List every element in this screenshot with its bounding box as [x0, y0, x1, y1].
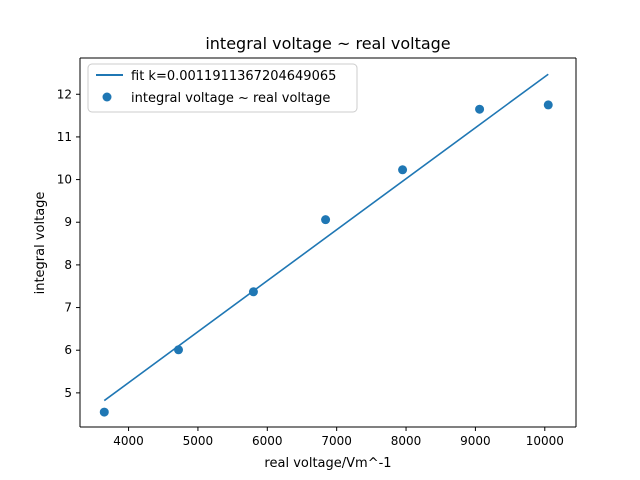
plot-background	[80, 58, 576, 427]
data-point	[248, 287, 258, 297]
series-layer	[99, 73, 553, 417]
y-axis-ticks: 5 6 7 8 9 10 11 12	[57, 87, 80, 400]
data-point	[543, 100, 553, 110]
x-axis-title: real voltage/Vm^-1	[264, 456, 391, 471]
data-point	[475, 104, 485, 114]
y-tick-label: 10	[57, 173, 72, 187]
x-tick-label: 6000	[252, 434, 283, 448]
plot-area	[80, 58, 576, 427]
y-tick-label: 5	[64, 386, 72, 400]
legend-scatter-label: integral voltage ~ real voltage	[131, 91, 330, 106]
y-tick-label: 8	[64, 258, 72, 272]
x-axis-ticks: 4000 5000 6000 7000 8000 9000 10000	[113, 427, 564, 448]
legend-scatter-swatch	[102, 92, 112, 102]
legend: fit k=0.0011911367204649065 integral vol…	[87, 63, 358, 113]
x-tick-label: 4000	[113, 434, 144, 448]
chart-title: integral voltage ~ real voltage	[205, 34, 450, 53]
data-point	[398, 165, 408, 175]
legend-box	[87, 63, 358, 113]
x-tick-label: 5000	[183, 434, 214, 448]
x-tick-label: 9000	[460, 434, 491, 448]
x-tick-label: 8000	[391, 434, 422, 448]
data-point	[174, 345, 184, 355]
y-tick-label: 12	[57, 87, 72, 101]
plot-frame	[79, 57, 577, 428]
legend-fit-label: fit k=0.0011911367204649065	[131, 69, 336, 84]
x-tick-label: 7000	[321, 434, 352, 448]
x-tick-label: 10000	[526, 434, 564, 448]
y-tick-label: 7	[64, 301, 72, 315]
y-tick-label: 6	[64, 343, 72, 357]
y-tick-label: 11	[57, 130, 72, 144]
data-point	[99, 407, 109, 417]
data-point	[321, 215, 331, 225]
y-tick-label: 9	[64, 215, 72, 229]
y-axis-title: integral voltage	[33, 192, 48, 295]
